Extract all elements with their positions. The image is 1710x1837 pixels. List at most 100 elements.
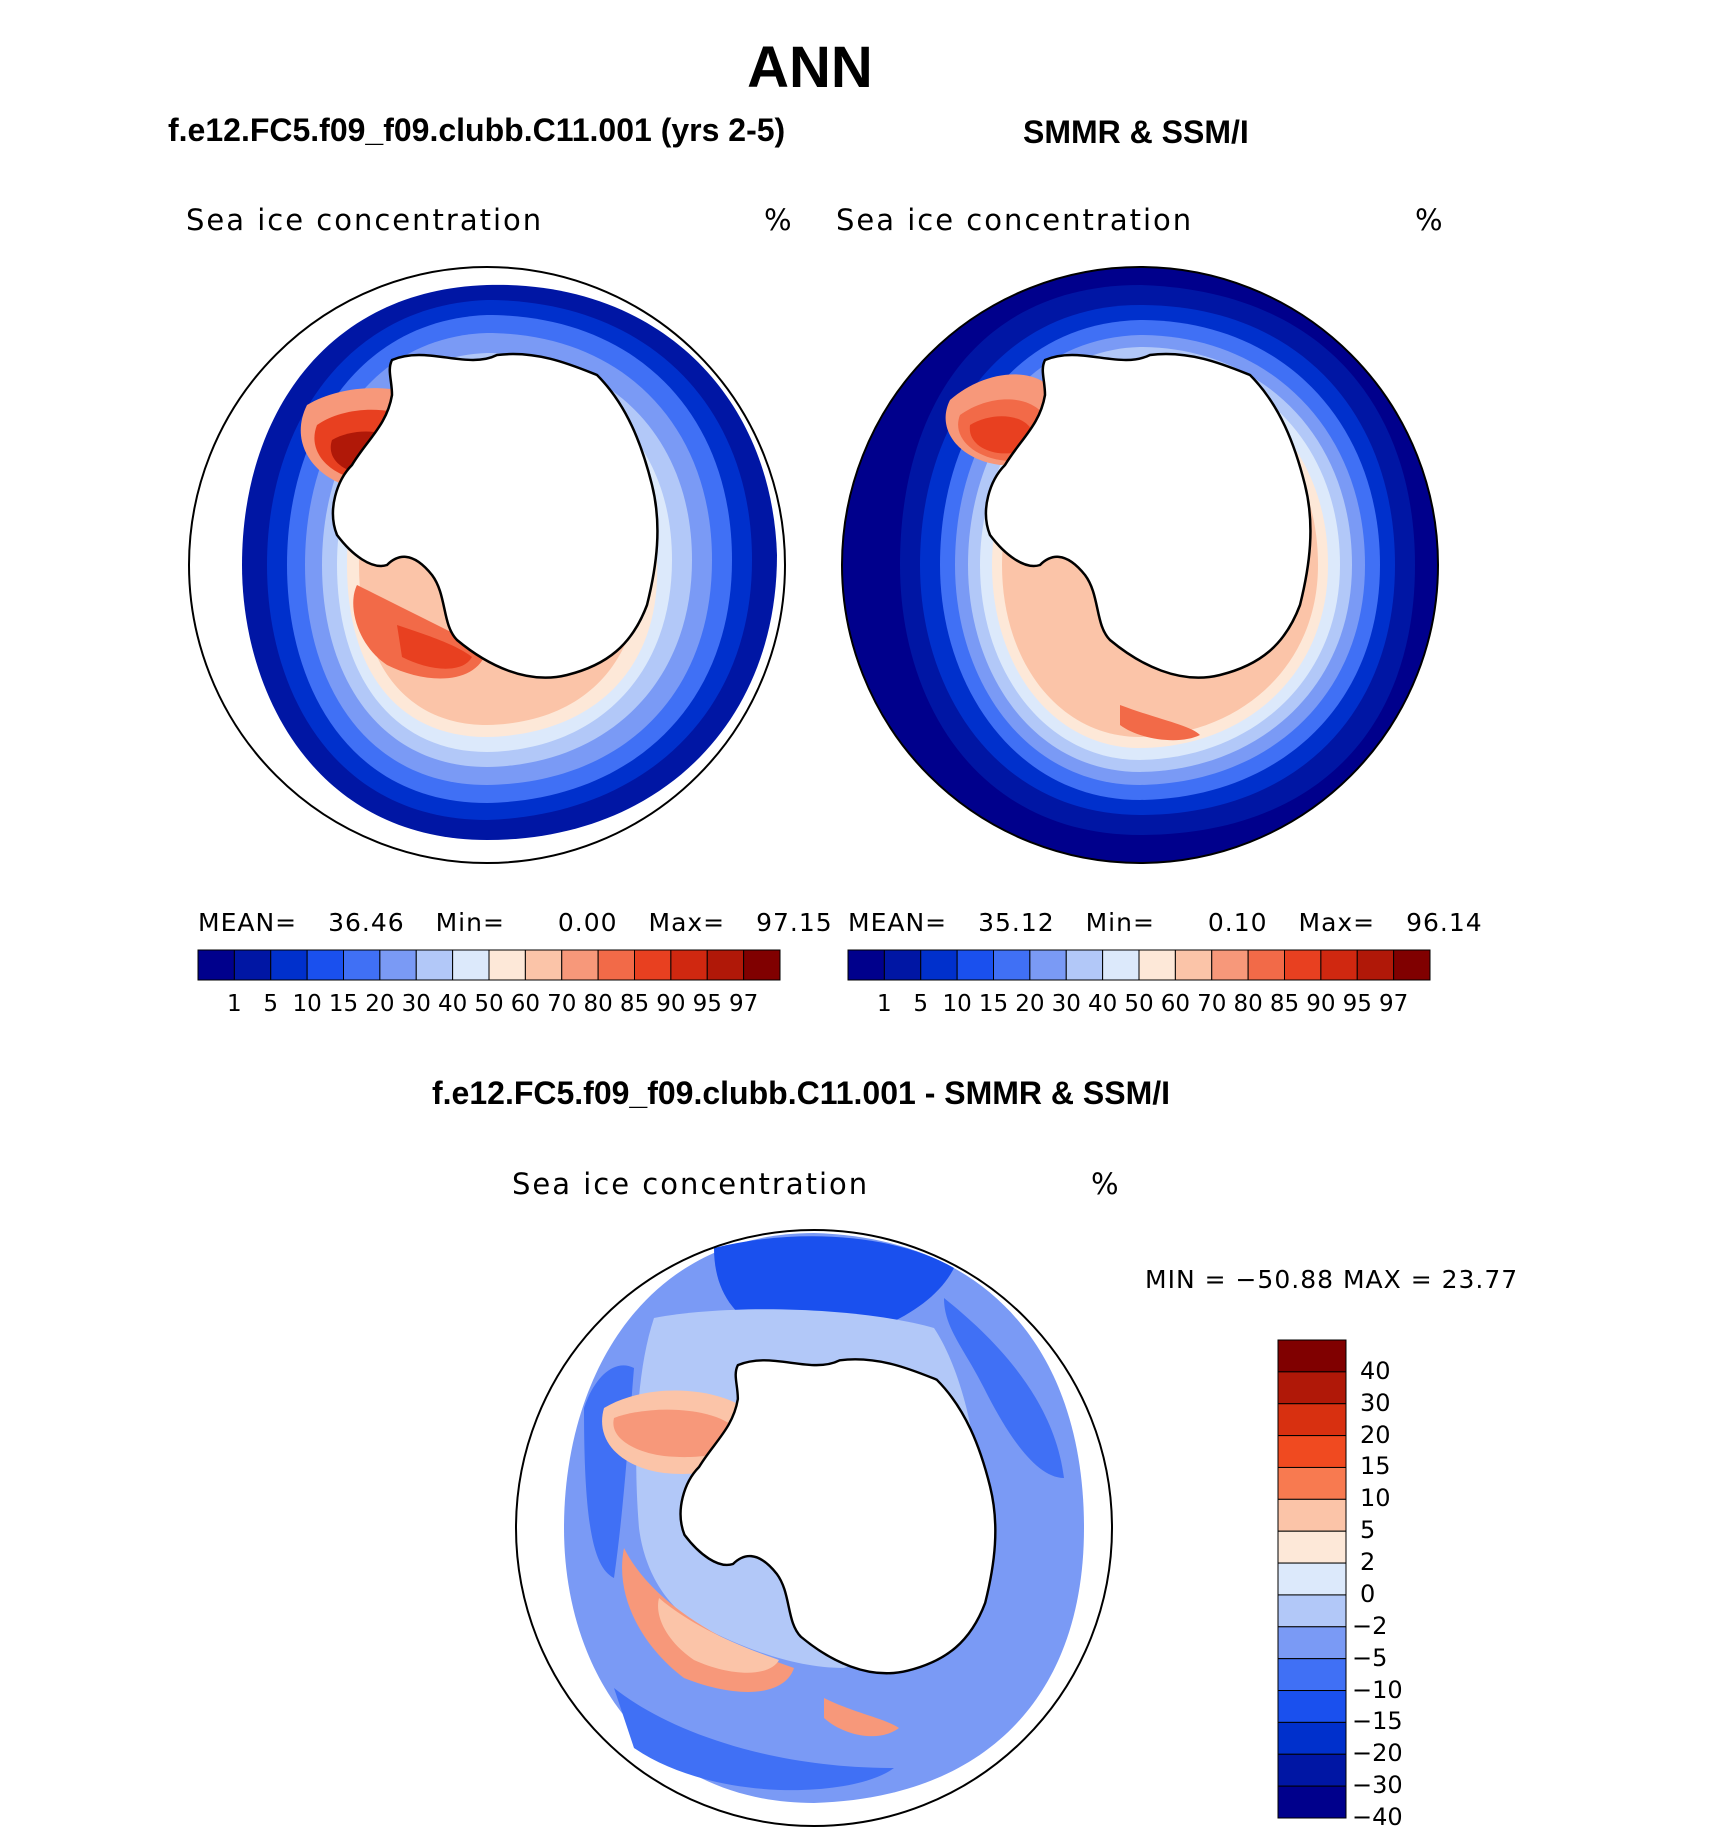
diff-colorbar-swatch: [1277, 1721, 1347, 1755]
model-colorbar-swatch: [524, 949, 563, 981]
obs-colorbar-ticks: 1 5 10 15 20 30 40 50 60 70 80 85 90 95 97: [848, 991, 1430, 1021]
obs-colorbar-tick: 50: [1124, 991, 1154, 1017]
model-polar-map: [188, 266, 786, 864]
model-colorbar-swatch: [197, 949, 235, 981]
obs-colorbar-swatch: [1138, 949, 1176, 981]
obs-colorbar-swatch: [1211, 949, 1249, 981]
model-mean-value: 36.46: [328, 908, 405, 937]
model-colorbar-swatch: [343, 949, 381, 981]
model-colorbar-tick: 90: [656, 991, 686, 1017]
model-colorbar-tick: 60: [510, 991, 541, 1017]
obs-colorbar-tick: 1: [877, 991, 892, 1017]
obs-mean-value: 35.12: [978, 908, 1055, 937]
obs-colorbar-tick: 60: [1160, 991, 1191, 1017]
obs-colorbar-tick: 30: [1051, 991, 1081, 1017]
diff-colorbar-swatch: [1277, 1466, 1347, 1500]
obs-colorbar: [847, 949, 1431, 981]
diff-polar-map: [515, 1229, 1113, 1827]
diff-colorbar-swatch: [1277, 1690, 1347, 1723]
model-colorbar-swatch: [270, 949, 308, 981]
model-colorbar-tick: 80: [583, 991, 613, 1017]
model-panel-title: f.e12.FC5.f09_f09.clubb.C11.001 (yrs 2-5…: [168, 112, 786, 148]
obs-colorbar-tick: 97: [1378, 991, 1409, 1017]
model-colorbar-tick: 97: [728, 991, 759, 1017]
model-colorbar-swatch: [634, 949, 672, 981]
model-min-label: Min=: [435, 908, 505, 937]
obs-panel-title: SMMR & SSM/I: [1023, 114, 1249, 150]
diff-colorbar-swatch: [1277, 1435, 1347, 1468]
obs-variable-label: Sea ice concentration: [836, 203, 1194, 237]
model-colorbar-swatch: [452, 949, 490, 981]
model-colorbar-tick: 50: [474, 991, 504, 1017]
obs-colorbar-swatch: [883, 949, 922, 981]
diff-colorbar-ticks: 40 30 20 15 10 5 2 0 −2 −5 −10 −15 −20 −30 −40: [1352, 1340, 1440, 1831]
diff-colorbar-swatch: [1277, 1530, 1347, 1564]
obs-colorbar-swatch: [920, 949, 958, 981]
model-colorbar-tick: 30: [401, 991, 431, 1017]
obs-colorbar-tick: 90: [1306, 991, 1336, 1017]
diff-colorbar-tick: 2: [1360, 1548, 1376, 1577]
diff-colorbar-tick: 10: [1360, 1484, 1391, 1513]
model-variable-label: Sea ice concentration: [186, 203, 544, 237]
diff-colorbar-tick: −20: [1352, 1739, 1403, 1768]
model-colorbar-swatch: [415, 949, 454, 981]
obs-min-value: 0.10: [1207, 908, 1268, 937]
model-colorbar-swatch: [743, 949, 781, 981]
model-colorbar-swatch: [488, 949, 526, 981]
model-colorbar-tick: 15: [328, 991, 359, 1017]
obs-colorbar-tick: 80: [1233, 991, 1263, 1017]
obs-units-label: %: [1415, 203, 1445, 237]
obs-colorbar-swatch: [1320, 949, 1358, 981]
diff-colorbar-tick: −40: [1352, 1803, 1403, 1831]
obs-colorbar-swatch: [847, 949, 885, 981]
model-colorbar-tick: 10: [292, 991, 322, 1017]
obs-colorbar-swatch: [956, 949, 994, 981]
obs-colorbar-tick: 20: [1015, 991, 1045, 1017]
model-max-label: Max=: [648, 908, 726, 937]
model-colorbar-tick: 20: [365, 991, 395, 1017]
diff-colorbar-swatch: [1277, 1339, 1347, 1373]
obs-colorbar-tick: 10: [942, 991, 972, 1017]
obs-colorbar-swatch: [1284, 949, 1322, 981]
diff-minmax: MIN = −50.88 MAX = 23.77: [1145, 1265, 1519, 1294]
obs-mean-label: MEAN=: [848, 908, 948, 937]
diff-colorbar-swatch: [1277, 1785, 1347, 1819]
model-min-value: 0.00: [557, 908, 618, 937]
model-colorbar-swatch: [670, 949, 708, 981]
diff-colorbar-tick: 5: [1360, 1516, 1376, 1545]
model-colorbar-swatch: [379, 949, 417, 981]
diff-colorbar: [1277, 1339, 1347, 1819]
obs-colorbar-swatch: [1356, 949, 1395, 981]
model-colorbar-swatch: [706, 949, 745, 981]
model-colorbar-tick: 70: [547, 991, 577, 1017]
diff-colorbar-tick: 30: [1360, 1388, 1391, 1417]
model-colorbar-swatch: [306, 949, 344, 981]
model-colorbar-tick: 5: [263, 991, 279, 1017]
model-colorbar-tick: 1: [227, 991, 242, 1017]
obs-colorbar-swatch: [1393, 949, 1431, 981]
model-colorbar-tick: 95: [692, 991, 722, 1017]
diff-colorbar-tick: 0: [1360, 1579, 1376, 1608]
diff-colorbar-swatch: [1277, 1594, 1347, 1628]
diff-units-label: %: [1091, 1167, 1121, 1201]
diff-colorbar-swatch: [1277, 1626, 1347, 1660]
obs-colorbar-tick: 85: [1269, 991, 1300, 1017]
diff-colorbar-swatch: [1277, 1562, 1347, 1596]
obs-colorbar-swatch: [1174, 949, 1213, 981]
obs-colorbar-tick: 5: [913, 991, 929, 1017]
diff-colorbar-tick: 15: [1360, 1452, 1391, 1481]
model-max-value: 97.15: [756, 908, 833, 937]
obs-colorbar-tick: 15: [978, 991, 1009, 1017]
diff-colorbar-tick: −2: [1352, 1611, 1388, 1640]
diff-colorbar-swatch: [1277, 1403, 1347, 1437]
model-colorbar-swatch: [561, 949, 599, 981]
obs-colorbar-swatch: [1029, 949, 1067, 981]
model-colorbar-swatch: [233, 949, 272, 981]
obs-polar-map: [841, 266, 1439, 864]
diff-colorbar-tick: 40: [1360, 1356, 1391, 1385]
model-colorbar-swatch: [597, 949, 635, 981]
model-stats: MEAN= 36.46 Min= 0.00 Max= 97.15: [198, 908, 833, 937]
model-colorbar-ticks: 1 5 10 15 20 30 40 50 60 70 80 85 90 95 97: [198, 991, 780, 1021]
diff-colorbar-swatch: [1277, 1658, 1347, 1692]
obs-min-label: Min=: [1085, 908, 1155, 937]
